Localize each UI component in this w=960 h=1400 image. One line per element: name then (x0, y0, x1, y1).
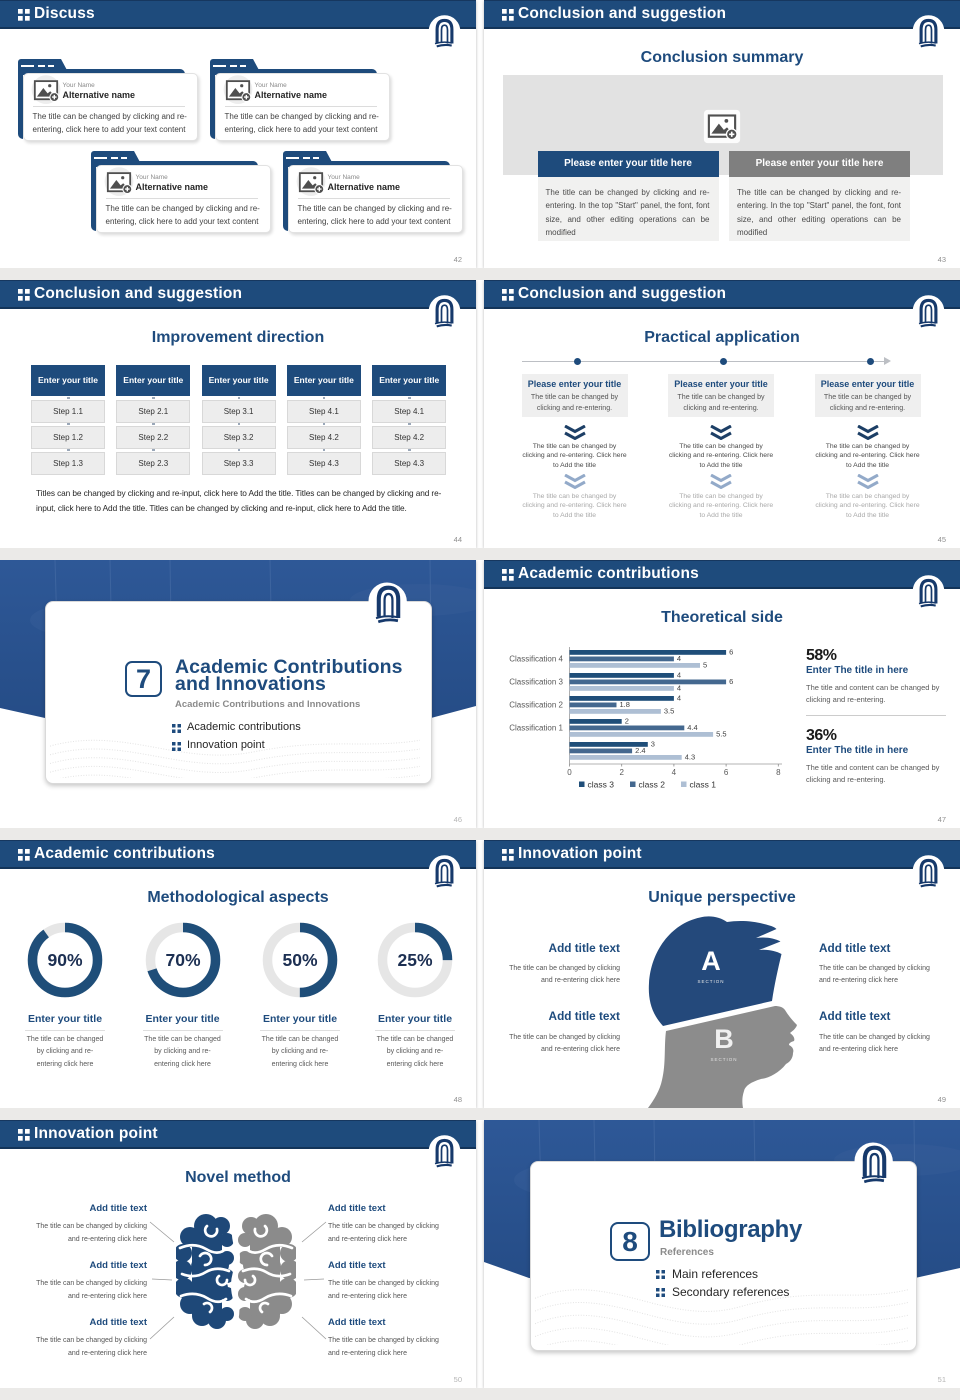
svg-text:8: 8 (776, 768, 781, 777)
svg-text:4.4: 4.4 (687, 723, 697, 732)
svg-text:Classification 2: Classification 2 (509, 701, 563, 710)
svg-text:2: 2 (619, 768, 624, 777)
svg-text:90%: 90% (47, 950, 82, 970)
svg-text:6: 6 (724, 768, 729, 777)
svg-text:5.5: 5.5 (716, 730, 726, 739)
svg-text:class 1: class 1 (690, 780, 717, 790)
svg-text:class 3: class 3 (588, 780, 615, 790)
svg-text:1.8: 1.8 (620, 700, 630, 709)
svg-text:Classification 4: Classification 4 (509, 655, 563, 664)
svg-text:3: 3 (651, 740, 655, 749)
svg-text:Classification 3: Classification 3 (509, 678, 563, 687)
svg-text:70%: 70% (165, 950, 200, 970)
svg-text:Classification 1: Classification 1 (509, 724, 563, 733)
svg-text:2.4: 2.4 (635, 746, 645, 755)
svg-text:6: 6 (729, 677, 733, 686)
svg-text:5: 5 (703, 661, 707, 670)
svg-text:2: 2 (625, 717, 629, 726)
svg-text:4: 4 (677, 654, 681, 663)
svg-text:4: 4 (672, 768, 677, 777)
svg-text:0: 0 (567, 768, 572, 777)
svg-text:25%: 25% (397, 950, 432, 970)
svg-text:class 2: class 2 (639, 780, 666, 790)
svg-text:4: 4 (677, 694, 681, 703)
svg-text:6: 6 (729, 648, 733, 657)
svg-text:3.5: 3.5 (664, 707, 674, 716)
svg-text:4: 4 (677, 684, 681, 693)
svg-text:4.3: 4.3 (685, 753, 695, 762)
svg-text:4: 4 (677, 671, 681, 680)
svg-text:50%: 50% (282, 950, 317, 970)
